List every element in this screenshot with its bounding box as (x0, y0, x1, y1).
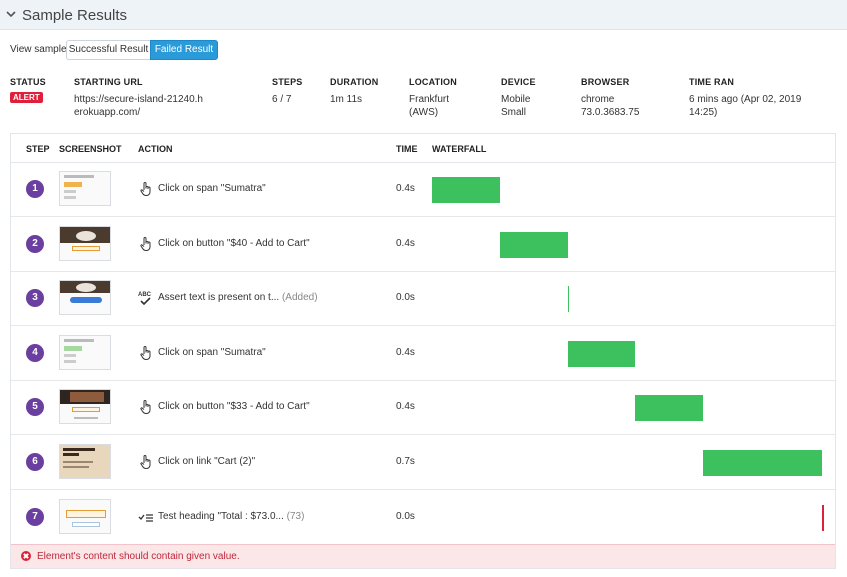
table-row[interactable]: 2 Click on button "$40 - Add to Cart" 0.4s (11, 218, 835, 272)
action-text: Click on link "Cart (2)" (158, 456, 255, 467)
device-label: DEVICE (501, 77, 536, 87)
action-label: Click on span "Sumatra" (158, 183, 266, 194)
pointer-hand-icon (138, 181, 154, 197)
action-text: Assert text is present on t... (Added) (158, 292, 318, 303)
pointer-hand-icon (138, 236, 154, 252)
waterfall-bar (432, 177, 500, 203)
svg-text:ABC: ABC (138, 292, 152, 298)
step-time: 0.0s (396, 292, 415, 304)
table-row[interactable]: 7 Test heading "Total : $73.0... (73) 0.0s (11, 491, 835, 545)
col-header-time: TIME (396, 144, 418, 154)
action-text: Click on button "$40 - Add to Cart" (158, 238, 310, 249)
section-header[interactable]: Sample Results (0, 0, 847, 30)
table-row[interactable]: 1 Click on span "Sumatra" 0.4s (11, 163, 835, 217)
step-time: 0.4s (396, 183, 415, 194)
col-header-step: STEP (26, 144, 50, 154)
step-number-badge: 1 (26, 180, 44, 198)
step-number-badge: 2 (26, 234, 44, 253)
error-banner: Element's content should contain given v… (11, 544, 835, 568)
meta-status: STATUS ALERT (10, 77, 46, 103)
action-note: (73) (286, 510, 305, 522)
waterfall-bar (567, 286, 570, 313)
step-number-badge: 3 (26, 289, 44, 308)
action-note: (Added) (281, 292, 318, 304)
assert-text-icon: ABC (138, 290, 154, 306)
table-row[interactable]: 6 Click on link "Cart (2)" 0.7s (11, 436, 835, 490)
step-time: 0.4s (396, 346, 415, 358)
browser-label: BROWSER (581, 77, 630, 87)
action-label: Click on button "$33 - Add to Cart" (158, 401, 310, 413)
starting-url-value[interactable]: https://secure-island-21240.herokuapp.co… (74, 94, 203, 118)
meta-duration: DURATION 1m 11s (330, 77, 378, 106)
action-label: Click on link "Cart (2)" (158, 456, 256, 467)
device-value: Mobile Small (501, 94, 531, 118)
steps-value: 6 / 7 (272, 94, 292, 105)
waterfall-bar (703, 450, 822, 476)
col-header-action: ACTION (138, 144, 173, 154)
action-label: Click on button "$40 - Add to Cart" (158, 237, 310, 249)
error-message: Element's content should contain given v… (37, 551, 240, 562)
action-text: Click on span "Sumatra" (158, 347, 266, 358)
meta-browser: BROWSER chrome 73.0.3683.75 (581, 77, 655, 119)
step-number-badge: 7 (26, 507, 44, 526)
chevron-down-icon[interactable] (5, 8, 17, 20)
action-text: Click on button "$33 - Add to Cart" (158, 401, 310, 412)
meta-time-ran: TIME RAN 6 mins ago (Apr 02, 2019 14:25) (689, 77, 813, 119)
step-time: 0.0s (396, 510, 415, 522)
pointer-hand-icon (138, 454, 154, 470)
starting-url-label: STARTING URL (74, 77, 143, 87)
table-header-divider (11, 162, 835, 163)
pointer-hand-icon (138, 399, 154, 415)
duration-label: DURATION (330, 77, 379, 87)
action-label: Click on span "Sumatra" (158, 346, 266, 358)
location-value: Frankfurt (AWS) (409, 94, 450, 118)
screenshot-thumbnail[interactable] (59, 225, 111, 261)
col-header-waterfall: WATERFALL (432, 144, 487, 154)
status-label: STATUS (10, 77, 46, 87)
table-row[interactable]: 3 ABC Assert text is present on t... (Adde… (11, 272, 835, 327)
steps-table: STEP SCREENSHOT ACTION TIME WATERFALL 1 C… (10, 133, 836, 569)
step-number-badge: 5 (26, 398, 44, 417)
waterfall-bar (822, 504, 824, 531)
screenshot-thumbnail[interactable] (59, 498, 111, 534)
time-ran-value: 6 mins ago (Apr 02, 2019 14:25) (689, 94, 802, 118)
screenshot-thumbnail[interactable] (59, 444, 111, 479)
action-text: Test heading "Total : $73.0... (73) (158, 511, 304, 522)
section-title: Sample Results (22, 7, 128, 24)
meta-steps: STEPS 6 / 7 (272, 77, 303, 106)
browser-value: chrome 73.0.3683.75 (581, 94, 640, 118)
pointer-hand-icon (138, 345, 154, 361)
test-heading-icon (138, 509, 154, 525)
duration-value: 1m 11s (330, 94, 363, 105)
meta-location: LOCATION Frankfurt (AWS) (409, 77, 479, 119)
table-row[interactable]: 4 Click on span "Sumatra" 0.4s (11, 327, 835, 381)
action-label: Test heading "Total : $73.0... (158, 510, 284, 522)
time-ran-label: TIME RAN (689, 77, 735, 87)
meta-starting-url: STARTING URL https://secure-island-21240… (74, 77, 204, 119)
location-label: LOCATION (409, 77, 457, 87)
status-badge: ALERT (10, 92, 43, 103)
col-header-screenshot: SCREENSHOT (59, 144, 122, 154)
waterfall-bar (635, 395, 704, 422)
step-time: 0.7s (396, 456, 415, 467)
action-text: Click on span "Sumatra" (158, 183, 266, 194)
step-time: 0.4s (396, 401, 415, 413)
error-x-icon (21, 551, 31, 561)
waterfall-bar (567, 340, 636, 367)
screenshot-thumbnail[interactable] (59, 280, 111, 316)
step-number-badge: 6 (26, 453, 44, 471)
table-row[interactable]: 5 Click on button "$33 - Add to Cart" 0.4s (11, 381, 835, 436)
action-label: Assert text is present on t... (158, 292, 280, 304)
screenshot-thumbnail[interactable] (59, 389, 111, 425)
waterfall-bar (499, 231, 568, 258)
steps-label: STEPS (272, 77, 303, 87)
screenshot-thumbnail[interactable] (59, 334, 111, 370)
successful-result-button[interactable]: Successful Result (66, 40, 150, 60)
failed-result-button[interactable]: Failed Result (150, 40, 218, 60)
meta-device: DEVICE Mobile Small (501, 77, 551, 119)
step-time: 0.4s (396, 237, 415, 249)
screenshot-thumbnail[interactable] (59, 171, 111, 206)
view-sample-label: View sample (10, 44, 67, 55)
step-number-badge: 4 (26, 343, 44, 362)
